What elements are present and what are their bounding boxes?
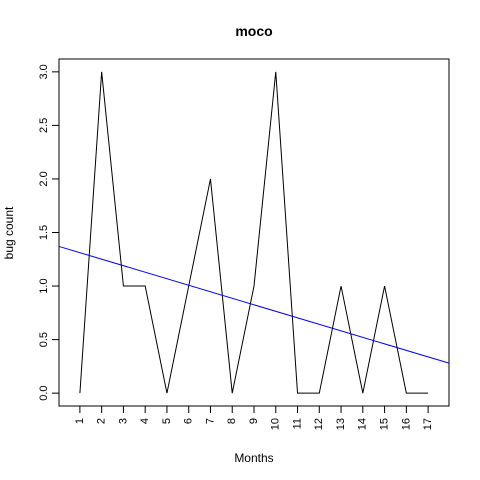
x-tick-label: 6 (183, 418, 195, 424)
x-tick-label: 4 (139, 418, 151, 424)
series-line (79, 71, 429, 394)
y-axis: 0.0 0.5 1.0 1.5 2.0 2.5 3.0 (38, 64, 59, 401)
y-axis-label: bug count (2, 206, 16, 259)
x-tick-label: 15 (378, 418, 390, 430)
y-tick-label: 1.5 (38, 225, 50, 240)
series-layer (58, 71, 450, 394)
x-tick-label: 12 (313, 418, 325, 430)
y-tick-label: 1.0 (38, 278, 50, 293)
x-tick-label: 10 (270, 418, 282, 430)
x-tick-label: 17 (422, 418, 434, 430)
x-tick-label: 11 (291, 418, 303, 429)
x-tick-label: 2 (96, 418, 108, 424)
trend-line (58, 245, 450, 364)
y-tick-label: 0.0 (38, 385, 50, 400)
x-axis-label: Months (234, 451, 273, 465)
y-tick-label: 3.0 (38, 64, 50, 79)
x-tick-label: 8 (226, 418, 238, 424)
x-tick-label: 14 (357, 418, 369, 430)
x-tick-label: 3 (117, 418, 129, 424)
chart-title: moco (235, 23, 272, 39)
y-tick-label: 2.5 (38, 118, 50, 133)
x-tick-label: 16 (400, 418, 412, 430)
x-axis: 1 2 3 4 5 6 7 8 9 10 11 12 13 14 15 16 17 (74, 406, 434, 430)
x-tick-label: 1 (74, 418, 86, 424)
y-tick-label: 0.5 (38, 332, 50, 347)
x-tick-label: 7 (204, 418, 216, 424)
y-tick-label: 2.0 (38, 171, 50, 186)
x-tick-label: 9 (248, 418, 260, 424)
x-tick-label: 13 (335, 418, 347, 430)
x-tick-label: 5 (161, 418, 173, 424)
